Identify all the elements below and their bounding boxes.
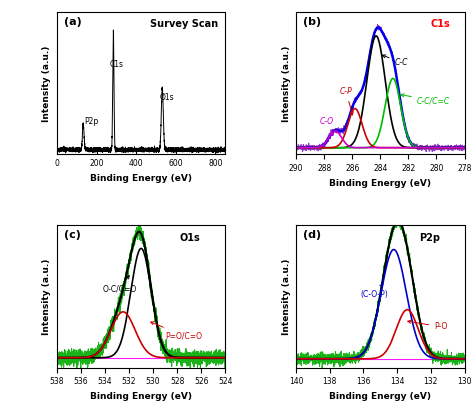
Text: (a): (a) <box>64 17 82 27</box>
Y-axis label: Intensity (a.u.): Intensity (a.u.) <box>42 45 51 121</box>
Y-axis label: Intensity (a.u.): Intensity (a.u.) <box>42 259 51 335</box>
Text: C1s: C1s <box>109 60 123 69</box>
X-axis label: Binding Energy (eV): Binding Energy (eV) <box>329 392 431 401</box>
Text: P2p: P2p <box>419 233 440 242</box>
Text: (C-O-P): (C-O-P) <box>360 284 388 299</box>
Y-axis label: Intensity (a.u.): Intensity (a.u.) <box>282 45 291 121</box>
Text: (b): (b) <box>303 17 321 27</box>
Text: C-C/C=C: C-C/C=C <box>401 94 450 105</box>
Text: C-P: C-P <box>339 87 353 115</box>
Text: P2p: P2p <box>85 117 99 126</box>
Text: C1s: C1s <box>431 19 451 29</box>
Text: (c): (c) <box>64 230 81 240</box>
Text: O-C/C=O: O-C/C=O <box>102 275 137 293</box>
Text: Survey Scan: Survey Scan <box>149 19 218 29</box>
Text: P-O: P-O <box>408 320 447 331</box>
Text: P=O/C=O: P=O/C=O <box>151 322 202 340</box>
Text: C-O: C-O <box>320 117 334 135</box>
Text: O1s: O1s <box>160 93 174 102</box>
Text: O1s: O1s <box>180 233 201 242</box>
Y-axis label: Intensity (a.u.): Intensity (a.u.) <box>282 259 291 335</box>
X-axis label: Binding Energy (eV): Binding Energy (eV) <box>90 392 192 401</box>
Text: C-C: C-C <box>383 55 408 67</box>
Text: (d): (d) <box>303 230 321 240</box>
X-axis label: Binding Energy (eV): Binding Energy (eV) <box>329 179 431 188</box>
X-axis label: Binding Energy (eV): Binding Energy (eV) <box>90 174 192 183</box>
